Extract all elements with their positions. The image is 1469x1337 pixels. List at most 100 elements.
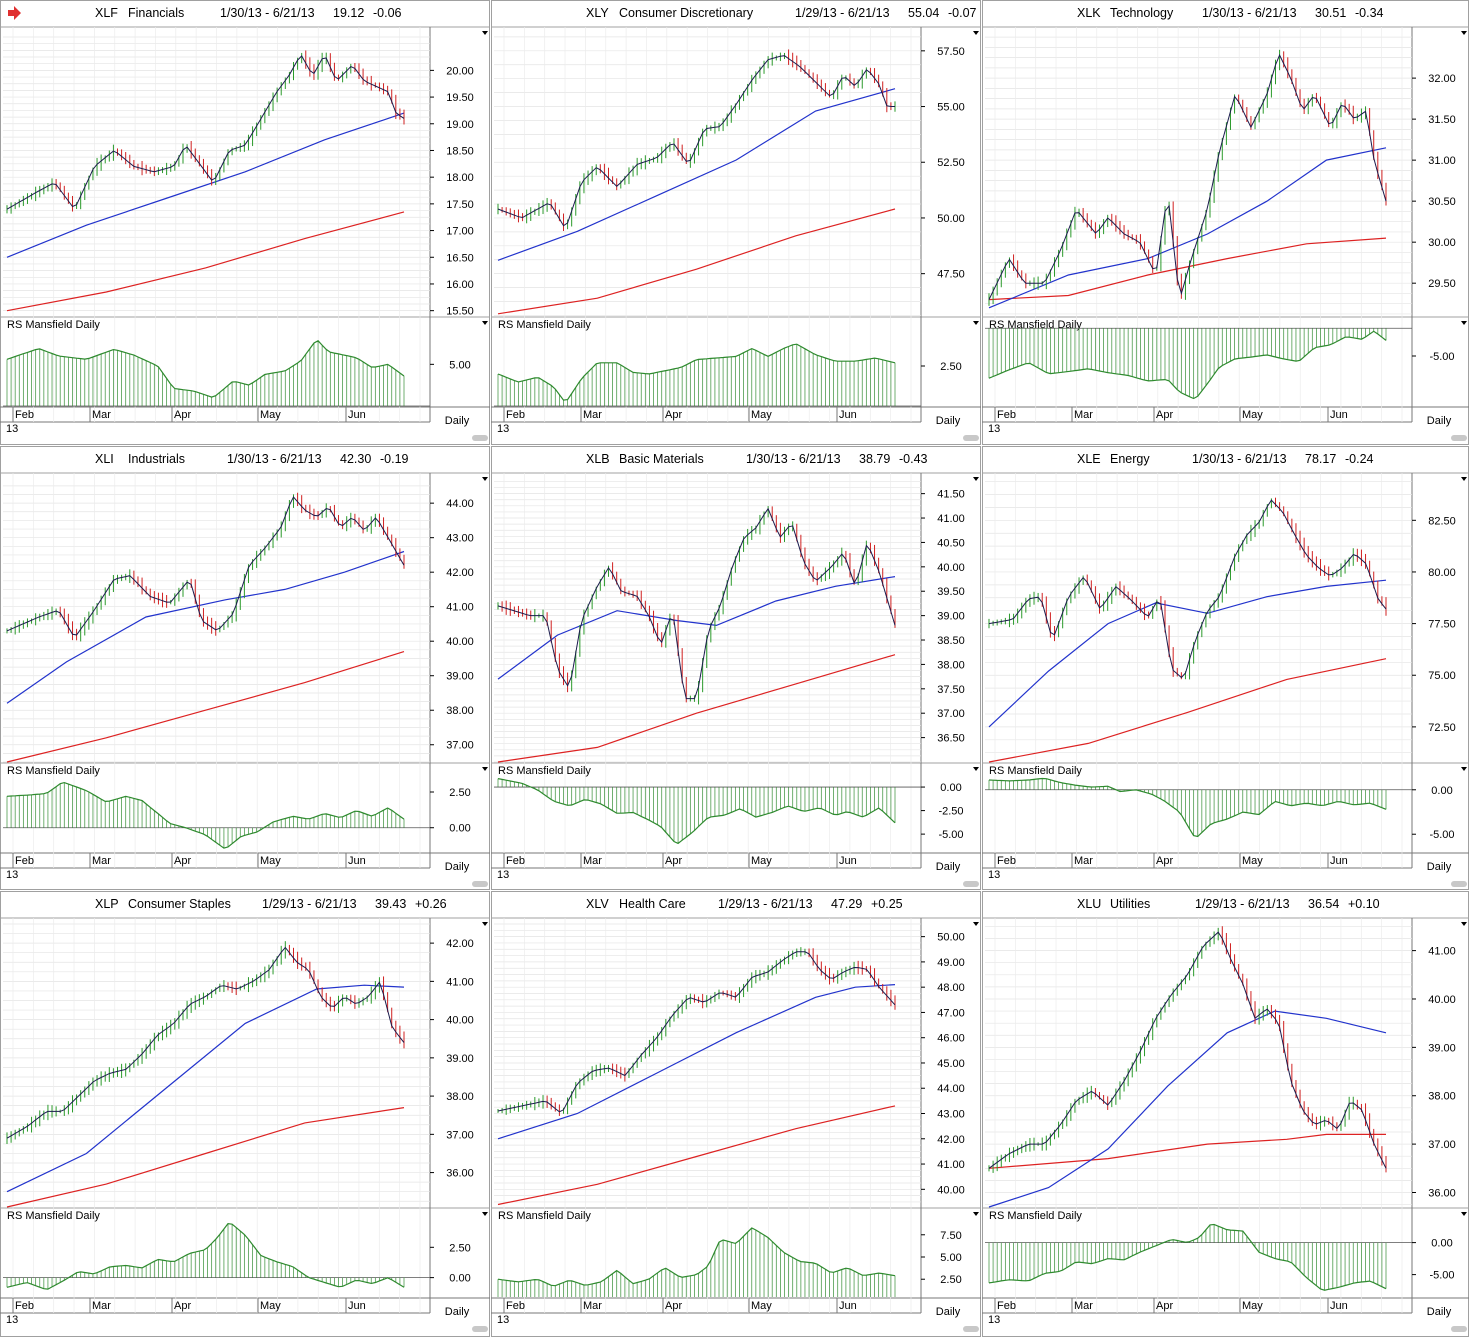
month-label-mar: Mar xyxy=(92,855,111,867)
y-tick-label: 49.00 xyxy=(937,957,965,969)
price-line xyxy=(988,53,1387,300)
y-tick-label: 47.00 xyxy=(937,1007,965,1019)
y-tick-label: 82.50 xyxy=(1428,515,1456,527)
y-tick-label: 45.00 xyxy=(937,1058,965,1070)
month-label-jun: Jun xyxy=(1330,855,1348,867)
chevron-down-icon xyxy=(973,477,979,481)
y-tick-label: 17.50 xyxy=(446,199,474,211)
period-label: Daily xyxy=(936,415,961,427)
period-label: Daily xyxy=(1427,415,1452,427)
header-date-range: 1/29/13 - 6/21/13 xyxy=(795,6,890,20)
ma-long-line xyxy=(988,658,1387,763)
y-tick-label: 41.00 xyxy=(446,976,474,988)
price-line xyxy=(497,55,895,227)
year-label: 13 xyxy=(6,869,18,881)
chevron-down-icon xyxy=(973,31,979,35)
month-label-mar: Mar xyxy=(583,855,602,867)
rs-tick-label: -5.00 xyxy=(1429,1270,1454,1282)
rs-pane-title: RS Mansfield Daily xyxy=(989,319,1082,331)
y-tick-label: 46.00 xyxy=(937,1033,965,1045)
y-tick-label: 18.00 xyxy=(446,172,474,184)
ma-short-line xyxy=(497,88,896,261)
month-label-may: May xyxy=(751,855,772,867)
period-label: Daily xyxy=(445,1306,470,1318)
panel-border xyxy=(982,0,1469,445)
chart-svg: XLP Consumer Staples 1/29/13 - 6/21/13 39.4… xyxy=(0,891,490,1337)
panel-border xyxy=(491,446,981,890)
chart-svg: XLF Financials 1/30/13 - 6/21/13 19.12 -0.06… xyxy=(0,0,490,445)
ma-short-line xyxy=(497,576,896,680)
ma-long-line xyxy=(6,1107,405,1208)
chart-panel-xlf: XLF Financials 1/30/13 - 6/21/13 19.12 -0.06… xyxy=(0,0,490,445)
ma-short-line xyxy=(6,550,405,704)
header-symbol: XLY xyxy=(586,6,609,20)
rs-line xyxy=(988,777,1387,838)
header-name: Health Care xyxy=(619,897,686,911)
rs-tick-label: 0.00 xyxy=(449,823,470,835)
header-symbol: XLF xyxy=(95,6,118,20)
month-label-may: May xyxy=(751,409,772,421)
year-label: 13 xyxy=(497,1314,509,1326)
chevron-down-icon xyxy=(1461,1212,1467,1216)
price-line xyxy=(988,931,1387,1169)
y-tick-label: 43.00 xyxy=(446,533,474,545)
chart-svg: XLE Energy 1/30/13 - 6/21/13 78.17 -0.24 82.5… xyxy=(982,446,1469,890)
header-change: -0.19 xyxy=(380,452,409,466)
rs-tick-label: 0.00 xyxy=(1431,1238,1452,1250)
chart-svg: XLB Basic Materials 1/30/13 - 6/21/13 38.79… xyxy=(491,446,981,890)
month-label-apr: Apr xyxy=(665,409,682,421)
header-change: +0.25 xyxy=(871,897,903,911)
rs-tick-label: 5.00 xyxy=(449,359,470,371)
month-label-apr: Apr xyxy=(174,1300,191,1312)
panel-border xyxy=(982,446,1469,890)
ma-short-line xyxy=(6,984,405,1193)
y-tick-label: 40.00 xyxy=(446,1015,474,1027)
month-label-may: May xyxy=(260,855,281,867)
header-date-range: 1/30/13 - 6/21/13 xyxy=(1202,6,1297,20)
chart-panel-xly: XLY Consumer Discretionary 1/29/13 - 6/21/… xyxy=(491,0,981,445)
chevron-down-icon xyxy=(1461,31,1467,35)
y-tick-label: 72.50 xyxy=(1428,722,1456,734)
chart-panel-xle: XLE Energy 1/30/13 - 6/21/13 78.17 -0.24 82.5… xyxy=(982,446,1469,890)
month-label-mar: Mar xyxy=(583,409,602,421)
scroll-handle xyxy=(963,1326,979,1332)
header-date-range: 1/30/13 - 6/21/13 xyxy=(220,6,315,20)
header-symbol: XLB xyxy=(586,452,610,466)
chart-svg: XLI Industrials 1/30/13 - 6/21/13 42.30 -0.1… xyxy=(0,446,490,890)
y-tick-label: 39.00 xyxy=(446,671,474,683)
month-label-feb: Feb xyxy=(997,409,1016,421)
chart-svg: XLK Technology 1/30/13 - 6/21/13 30.51 -0.34… xyxy=(982,0,1469,445)
rs-line xyxy=(6,781,405,849)
ma-short-line xyxy=(6,112,405,258)
y-tick-label: 16.50 xyxy=(446,252,474,264)
header-name: Financials xyxy=(128,6,184,20)
chevron-down-icon xyxy=(973,922,979,926)
rs-line xyxy=(497,343,896,401)
y-tick-label: 30.00 xyxy=(1428,237,1456,249)
y-tick-label: 77.50 xyxy=(1428,619,1456,631)
header-last-price: 39.43 xyxy=(375,897,406,911)
month-label-mar: Mar xyxy=(1074,1300,1093,1312)
y-tick-label: 37.50 xyxy=(937,684,965,696)
y-tick-label: 40.50 xyxy=(937,537,965,549)
header-last-price: 19.12 xyxy=(333,6,364,20)
y-tick-label: 42.00 xyxy=(446,567,474,579)
price-line xyxy=(6,496,405,636)
rs-tick-label: -5.00 xyxy=(938,829,963,841)
header-date-range: 1/29/13 - 6/21/13 xyxy=(1195,897,1290,911)
chart-panel-xlv: XLV Health Care 1/29/13 - 6/21/13 47.29 +0.2… xyxy=(491,891,981,1337)
header-name: Energy xyxy=(1110,452,1150,466)
y-tick-label: 31.50 xyxy=(1428,114,1456,126)
red-arrow-icon xyxy=(8,6,21,20)
header-date-range: 1/30/13 - 6/21/13 xyxy=(227,452,322,466)
month-label-mar: Mar xyxy=(92,409,111,421)
rs-tick-label: -5.00 xyxy=(1429,351,1454,363)
y-tick-label: 15.50 xyxy=(446,306,474,318)
period-label: Daily xyxy=(1427,1306,1452,1318)
rs-tick-label: 0.00 xyxy=(449,1273,470,1285)
y-tick-label: 40.00 xyxy=(446,636,474,648)
scroll-handle xyxy=(963,435,979,441)
rs-pane-title: RS Mansfield Daily xyxy=(989,1210,1082,1222)
y-tick-label: 39.50 xyxy=(937,586,965,598)
period-label: Daily xyxy=(445,415,470,427)
